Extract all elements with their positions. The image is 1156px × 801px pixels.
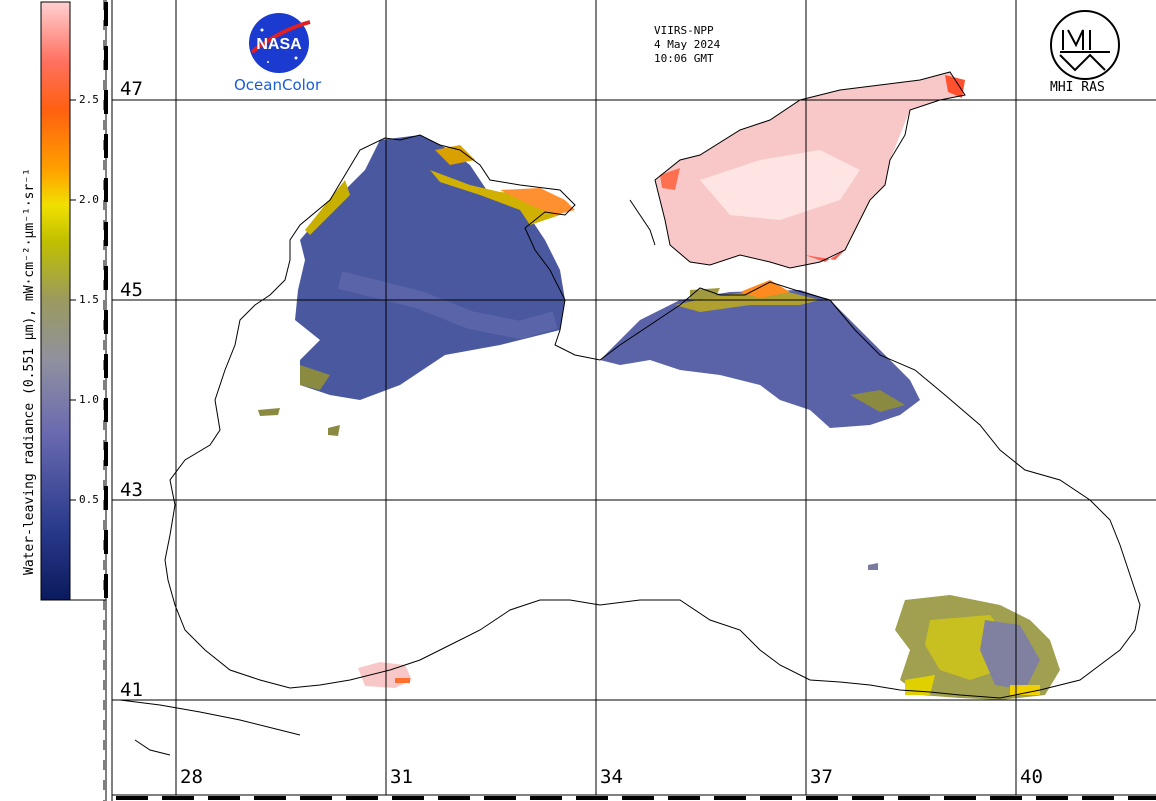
latitude-label: 45 xyxy=(120,279,143,301)
sensor-label: VIIRS-NPP xyxy=(654,24,714,37)
water-radiance-layer xyxy=(258,72,1060,700)
time-label: 10:06 GMT xyxy=(654,52,714,65)
latitude-label: 41 xyxy=(120,679,143,701)
colorbar-tick-label: 1.0 xyxy=(79,393,99,406)
nasa-logo: NASA xyxy=(249,13,311,73)
longitude-label: 37 xyxy=(810,766,833,788)
coastline xyxy=(119,71,1141,756)
latitude-label: 47 xyxy=(120,78,143,100)
svg-text:NASA: NASA xyxy=(256,36,302,53)
satellite-info: VIIRS-NPP 4 May 2024 10:06 GMT xyxy=(654,24,720,66)
colorbar xyxy=(40,1,71,601)
longitude-label: 31 xyxy=(390,766,413,788)
longitude-label: 40 xyxy=(1020,766,1043,788)
colorbar-ticks xyxy=(70,99,106,601)
graticule xyxy=(112,0,1156,795)
date-label: 4 May 2024 xyxy=(654,38,721,51)
colorbar-tick-label: 2.0 xyxy=(79,193,99,206)
longitude-label: 28 xyxy=(180,766,203,788)
mhi-logo xyxy=(1050,10,1120,80)
colorbar-tick-label: 2.5 xyxy=(79,93,99,106)
colorbar-tick-label: 1.5 xyxy=(79,293,99,306)
mhi-ras-label: MHI RAS xyxy=(1050,80,1105,95)
colorbar-title: Water-leaving radiance (0.551 µm), mW·cm… xyxy=(22,168,37,575)
colorbar-tick-label: 0.5 xyxy=(79,493,99,506)
longitude-label: 34 xyxy=(600,766,623,788)
latitude-label: 43 xyxy=(120,479,143,501)
oceancolor-label: OceanColor xyxy=(234,76,322,94)
